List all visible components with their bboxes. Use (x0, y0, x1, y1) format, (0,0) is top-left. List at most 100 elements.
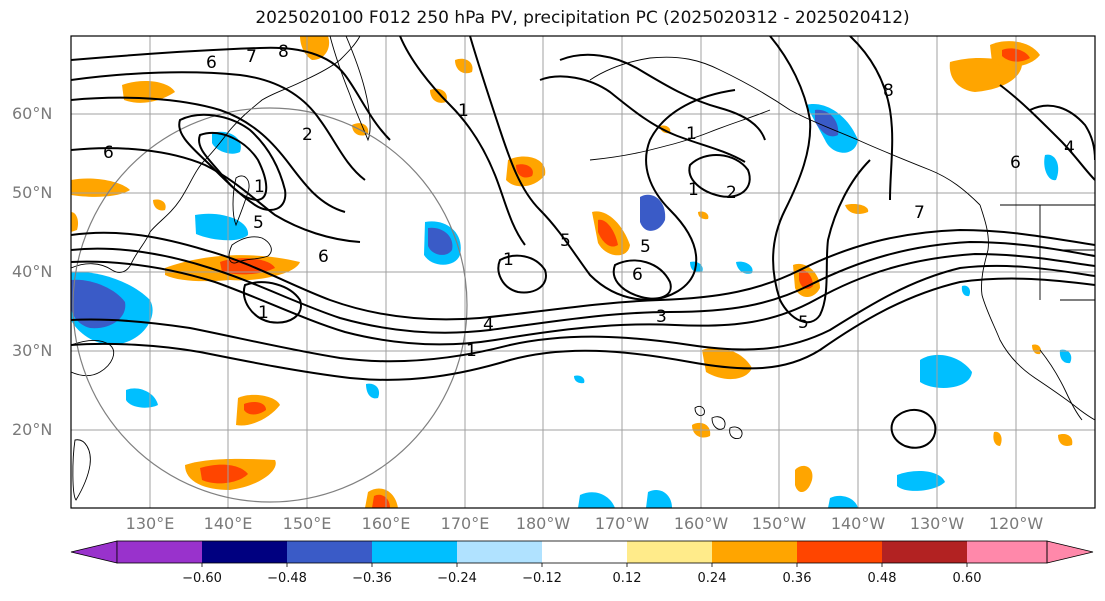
precip-negative-area (212, 131, 241, 154)
coast-philippines (72, 439, 91, 501)
contour-label: 1 (458, 101, 469, 121)
map-grid (71, 36, 1095, 508)
pv-contour-loop (178, 113, 287, 211)
colorbar-tick-label: 0.24 (697, 571, 727, 586)
contour-label: 1 (503, 250, 514, 270)
lon-label: 130°E (125, 514, 175, 533)
contour-label: 3 (656, 307, 667, 327)
colorbar-segment (712, 541, 797, 563)
pv-contour-mid (688, 153, 751, 198)
coast-japan-north (232, 175, 250, 227)
precip-positive-core (516, 164, 533, 178)
colorbar-segment (457, 541, 542, 563)
contour-label: 8 (278, 42, 289, 62)
precip-positive-area (845, 203, 869, 214)
precip-negative-area (736, 261, 753, 274)
lon-label: 140°W (830, 514, 886, 533)
coast-kamchatka (329, 36, 371, 142)
contour-label: 5 (798, 313, 809, 333)
precip-shading (71, 36, 1073, 508)
colorbar-segment (372, 541, 457, 563)
colorbar-segment (117, 541, 202, 563)
coast-hawaii (694, 405, 743, 439)
contour-label: 5 (253, 213, 264, 233)
contour-label: 2 (726, 183, 737, 203)
lat-label: 60°N (12, 104, 53, 123)
coast-aleutians (589, 109, 771, 161)
colorbar-segment (967, 541, 1047, 563)
precip-positive-area (1058, 434, 1073, 446)
precip-positive-area (71, 212, 79, 232)
pv-contour-north (71, 96, 346, 213)
colorbar-segment (882, 541, 967, 563)
lat-label: 20°N (12, 420, 53, 439)
colorbar-tick-label: −0.48 (267, 571, 307, 586)
contour-label: 5 (640, 237, 651, 257)
contour-labels: 6 7 8 6 1 2 5 6 1 1 5 5 6 1 1 1 2 3 4 7 … (103, 42, 1075, 361)
pv-contour-loop-e (497, 254, 547, 294)
pv-contour-east (469, 36, 736, 302)
lon-label: 160°W (673, 514, 729, 533)
precip-negative-core (71, 279, 126, 329)
contour-label: 4 (483, 315, 494, 335)
lon-label: 150°W (751, 514, 807, 533)
precip-positive-area (698, 211, 709, 220)
colorbar (70, 540, 1094, 567)
precip-positive-core (244, 402, 266, 415)
contour-label: 1 (688, 180, 699, 200)
precip-negative-core (428, 227, 453, 255)
coast-north-america (979, 204, 1095, 421)
colorbar-tick-label: −0.60 (182, 571, 222, 586)
contour-label: 6 (318, 247, 329, 267)
lat-label: 30°N (12, 341, 53, 360)
precip-positive-area (949, 58, 1022, 92)
precip-negative-area (961, 285, 971, 297)
pv-contour-jet (71, 240, 1095, 334)
coast-china (71, 340, 114, 377)
contour-label: 6 (1010, 153, 1021, 173)
precip-negative-area (1044, 154, 1059, 181)
colorbar-extend-max (1046, 540, 1094, 564)
lon-label: 120°W (988, 514, 1044, 533)
precip-negative-area (366, 383, 380, 399)
precip-negative-area (574, 375, 585, 384)
precip-negative-area (126, 388, 158, 408)
precip-positive-area (993, 431, 1002, 446)
contour-label: 6 (206, 53, 217, 73)
lon-label: 160°E (361, 514, 411, 533)
lon-label: 140°E (203, 514, 253, 533)
precip-negative-area (828, 495, 858, 508)
colorbar-tick-label: −0.36 (352, 571, 392, 586)
precip-negative-area (1059, 349, 1072, 364)
colorbar-tick-label: 0.12 (612, 571, 642, 586)
range-circle (72, 107, 468, 503)
lon-label: 180°W (515, 514, 571, 533)
precip-negative-area (578, 492, 615, 508)
lat-label: 40°N (12, 262, 53, 281)
pv-contour-jet (71, 252, 1095, 346)
pv-contour-ak (849, 36, 894, 201)
precip-positive-area (1032, 344, 1041, 355)
lon-label: 150°E (282, 514, 332, 533)
precip-positive-area (455, 58, 473, 74)
coast-baja (1039, 349, 1083, 421)
colorbar-segment (797, 541, 882, 563)
map-frame (70, 35, 1096, 509)
pv-contour-low (242, 281, 302, 324)
colorbar-tick-label: 0.48 (867, 571, 897, 586)
contour-label: 6 (103, 143, 114, 163)
coast-japan (228, 236, 272, 264)
pv-contour-north (71, 46, 391, 141)
colorbar-extend-min (70, 540, 118, 564)
contour-label: 8 (883, 81, 894, 101)
precip-negative-area (195, 213, 249, 241)
pv-contour-ne (999, 84, 1095, 181)
colorbar-segment (627, 541, 712, 563)
pv-contour-trop (890, 409, 937, 449)
pv-contour-mid (559, 53, 766, 141)
pv-contours (71, 36, 1095, 449)
precip-positive-area (153, 199, 166, 211)
pv-contour-north (71, 147, 361, 243)
precip-positive-area (430, 88, 447, 103)
